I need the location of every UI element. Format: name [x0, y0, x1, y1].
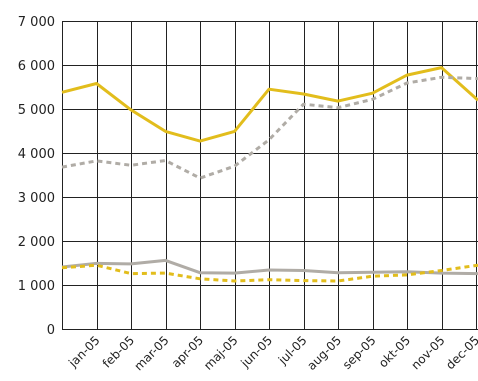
x-tick-label: apr-05	[169, 333, 206, 370]
x-tick-label: mar-05	[131, 333, 171, 373]
y-tick-label: 5 000	[18, 103, 55, 118]
x-tick-label: maj-05	[201, 333, 241, 373]
y-axis-ticks: 0 1 000 2 000 3 000 4 000 5 000 6 000 7 000	[18, 15, 55, 338]
y-tick-label: 4 000	[18, 147, 55, 162]
x-tick-label: jun-05	[238, 333, 276, 371]
y-tick-label: 6 000	[18, 59, 55, 74]
x-tick-label: feb-05	[100, 333, 137, 370]
x-tick-label: okt-05	[376, 333, 413, 370]
x-tick-label: aug-05	[304, 333, 344, 373]
y-tick-label: 0	[47, 323, 55, 338]
y-tick-label: 2 000	[18, 235, 55, 250]
series-lines	[61, 66, 478, 283]
x-tick-label: nov-05	[408, 333, 447, 372]
y-tick-label: 1 000	[18, 279, 55, 294]
x-tick-label: dec-05	[443, 333, 478, 372]
y-tick-label: 7 000	[18, 15, 55, 30]
y-tick-label: 3 000	[18, 191, 55, 206]
x-tick-label: sep-05	[340, 333, 379, 372]
x-tick-label: jan-05	[65, 333, 102, 370]
grid	[62, 21, 478, 330]
